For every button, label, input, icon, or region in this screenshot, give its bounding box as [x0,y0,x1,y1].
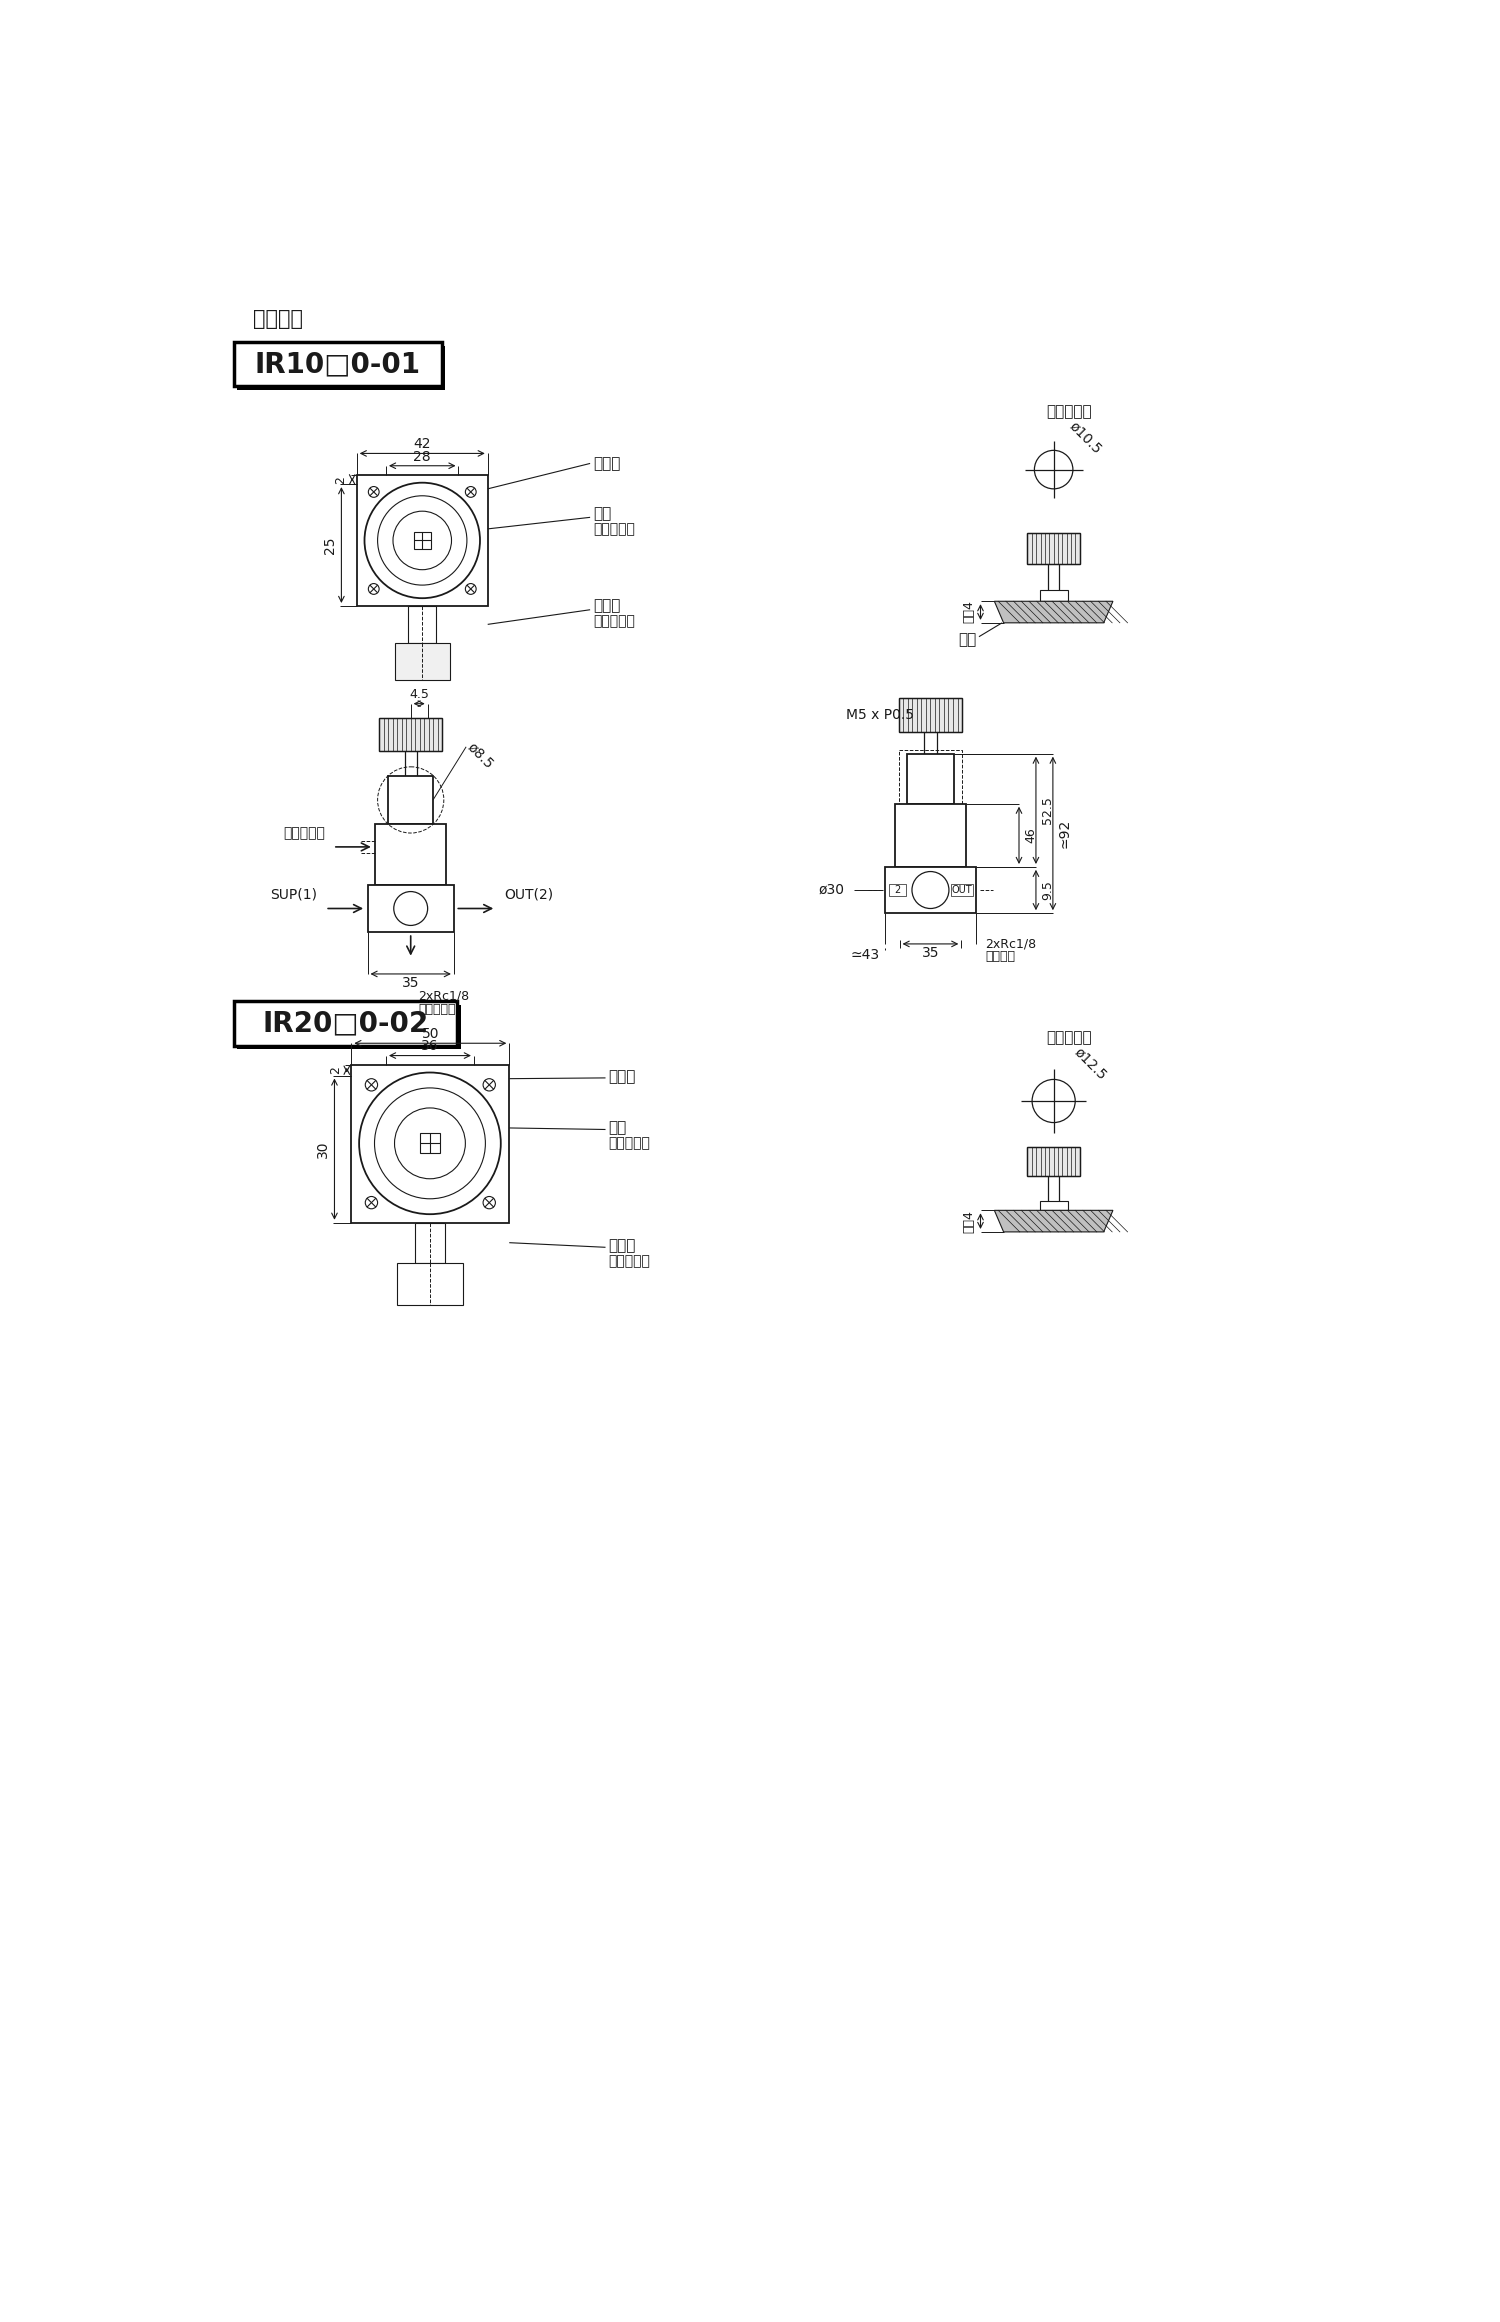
Text: IR20□0-02: IR20□0-02 [262,1010,429,1038]
Text: 35: 35 [921,945,939,961]
Text: 安装孔: 安装孔 [592,455,621,471]
Text: 压力表口径: 压力表口径 [419,1003,456,1015]
Bar [380,717,442,752]
Text: 面板: 面板 [958,632,976,648]
Bar [896,803,966,866]
Text: ø8.5: ø8.5 [465,741,495,771]
Bar [1028,1147,1080,1177]
Bar [388,776,433,824]
Text: 2xRc1/8: 2xRc1/8 [986,938,1036,950]
Text: IR10□0-01: IR10□0-01 [255,351,420,378]
Bar [234,341,441,385]
Text: （可选项）: （可选项） [609,1254,651,1268]
Bar [414,532,430,548]
Bar [237,1005,460,1050]
Text: ≃43: ≃43 [850,947,879,964]
Text: 接管口径: 接管口径 [986,950,1016,964]
Text: 面板安装孔: 面板安装孔 [1046,1031,1092,1045]
Text: 28: 28 [414,450,430,464]
Text: 托架: 托架 [592,506,612,520]
Text: OUT: OUT [951,885,972,894]
Polygon shape [994,601,1113,622]
Text: ø10.5: ø10.5 [1066,418,1106,455]
Text: 36: 36 [422,1040,440,1054]
Bar [906,755,954,803]
Polygon shape [994,1210,1113,1233]
Text: M5 x P0.5: M5 x P0.5 [846,708,914,722]
Bar [1040,590,1068,601]
Text: ≃92: ≃92 [1058,820,1071,848]
Text: 2xRc1/8: 2xRc1/8 [419,989,470,1003]
Text: 35: 35 [402,975,420,989]
Bar [1028,532,1080,564]
Text: OUT(2): OUT(2) [504,887,554,901]
Bar [398,1263,464,1305]
Bar [237,346,446,390]
Bar [414,1224,446,1263]
Bar [898,750,962,808]
Bar [351,1066,510,1224]
Bar [234,1001,458,1045]
Text: 2: 2 [334,476,346,483]
Text: 先导排气口: 先导排气口 [284,827,326,841]
Bar [1040,1200,1068,1210]
Bar [898,699,962,731]
Bar [890,885,906,896]
Text: 最厚4: 最厚4 [963,1210,975,1233]
Text: 安装孔: 安装孔 [609,1068,636,1084]
Text: 2: 2 [328,1066,342,1075]
Bar [357,476,488,606]
Bar [420,1133,440,1154]
Text: 外形尺寸: 外形尺寸 [254,309,303,330]
Text: 2: 2 [894,885,900,894]
Text: 30: 30 [316,1140,330,1159]
Bar [375,824,446,885]
Text: 面板安装孔: 面板安装孔 [1046,404,1092,420]
Text: 52.5: 52.5 [1041,796,1054,824]
Bar [394,643,450,680]
Text: （可选项）: （可选项） [592,522,634,536]
Bar [951,885,974,896]
Text: 9.5: 9.5 [1041,880,1054,901]
Text: 最厚4: 最厚4 [963,601,975,625]
Text: 25: 25 [322,536,338,555]
Text: 42: 42 [414,437,430,450]
Text: SUP(1): SUP(1) [270,887,318,901]
Text: 50: 50 [422,1026,440,1040]
Text: ø12.5: ø12.5 [1072,1045,1110,1082]
Bar [368,885,454,931]
Text: 4.5: 4.5 [410,687,429,701]
Bar [408,606,436,643]
Text: 压力表: 压力表 [592,599,621,613]
Text: ø30: ø30 [818,882,844,896]
Bar [885,866,977,913]
Text: 46: 46 [1024,827,1036,843]
Text: （可选项）: （可选项） [592,615,634,629]
Text: 托架: 托架 [609,1122,627,1135]
Text: 压力表: 压力表 [609,1238,636,1254]
Text: （可选项）: （可选项） [609,1135,651,1149]
